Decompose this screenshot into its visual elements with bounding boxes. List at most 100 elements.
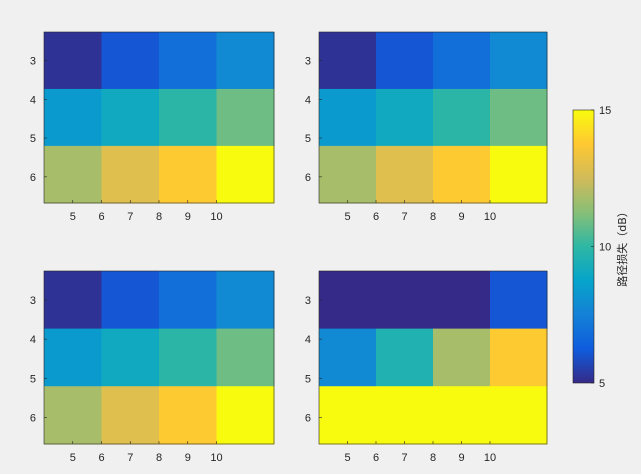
colorbar-gradient bbox=[572, 109, 595, 384]
heatmap-cell bbox=[433, 271, 491, 330]
heatmap-cell bbox=[101, 88, 160, 147]
x-tick-label: 5 bbox=[344, 211, 350, 223]
x-tick-label: 7 bbox=[127, 211, 133, 223]
heatmap-cell bbox=[490, 271, 548, 330]
heatmap-cell bbox=[216, 32, 275, 90]
colorbar: 5 10 15 路径损失（dB） bbox=[572, 105, 629, 390]
heatmap-cell bbox=[433, 328, 491, 387]
heatmap-cell bbox=[101, 386, 160, 445]
x-tick-label: 8 bbox=[430, 452, 436, 464]
heatmap-cell bbox=[44, 32, 102, 90]
heatmap-cell bbox=[376, 386, 434, 445]
x-tick-label: 10 bbox=[210, 211, 222, 223]
heatmap-cell bbox=[433, 32, 491, 90]
heatmap-cell bbox=[319, 88, 377, 147]
heatmap-cell bbox=[490, 145, 548, 204]
heatmap-cell bbox=[44, 328, 102, 387]
heatmap-cell bbox=[101, 32, 160, 90]
heatmap-cell bbox=[319, 32, 377, 90]
y-tick-label: 6 bbox=[305, 172, 311, 184]
heatmap-cell bbox=[376, 328, 434, 387]
heatmap-cell bbox=[216, 386, 275, 445]
y-tick-label: 5 bbox=[305, 373, 311, 385]
x-tick-label: 7 bbox=[401, 452, 407, 464]
x-tick-label: 8 bbox=[156, 211, 162, 223]
heatmap-cell bbox=[319, 271, 377, 330]
y-tick-label: 4 bbox=[305, 334, 311, 346]
heatmap-cell bbox=[101, 271, 160, 330]
heatmap-cell bbox=[433, 88, 491, 147]
x-tick-label: 7 bbox=[127, 452, 133, 464]
y-tick-label: 6 bbox=[30, 172, 36, 184]
x-tick-label: 6 bbox=[373, 452, 379, 464]
y-tick-label: 5 bbox=[305, 133, 311, 145]
y-tick-label: 3 bbox=[305, 295, 311, 307]
heatmap-cell bbox=[101, 145, 160, 204]
heatmap-cell bbox=[159, 328, 217, 387]
x-tick-label: 6 bbox=[98, 211, 104, 223]
x-tick-label: 9 bbox=[185, 211, 191, 223]
y-tick-label: 3 bbox=[305, 56, 311, 68]
heatmap-cell bbox=[376, 32, 434, 90]
x-tick-label: 5 bbox=[70, 452, 76, 464]
y-tick-label: 4 bbox=[305, 94, 311, 106]
heatmap-cell bbox=[376, 271, 434, 330]
x-tick-label: 9 bbox=[458, 211, 464, 223]
x-tick-label: 10 bbox=[484, 211, 496, 223]
x-tick-label: 5 bbox=[70, 211, 76, 223]
heatmap-cell bbox=[44, 88, 102, 147]
x-tick-label: 8 bbox=[430, 211, 436, 223]
heatmap-cell bbox=[376, 88, 434, 147]
x-tick-label: 10 bbox=[210, 452, 222, 464]
colorbar-label: 路径损失（dB） bbox=[615, 206, 629, 287]
heatmap-cell bbox=[159, 271, 217, 330]
y-tick-label: 3 bbox=[30, 295, 36, 307]
heatmap-panels: 3 4 5 6 5 6 7 8 9 10 3 4 5 6 5 6 7 8 9 10 3 4 5 6 5 6 7 8 9 10 3 4 5 6 5 6 7… bbox=[30, 31, 548, 464]
heatmap-bottom-left: 3 4 5 6 5 6 7 8 9 10 bbox=[30, 270, 275, 464]
x-tick-label: 6 bbox=[98, 452, 104, 464]
heatmap-cell bbox=[319, 386, 377, 445]
y-tick-label: 5 bbox=[30, 133, 36, 145]
heatmap-cell bbox=[216, 271, 275, 330]
x-tick-label: 9 bbox=[458, 452, 464, 464]
heatmap-bottom-right: 3 4 5 6 5 6 7 8 9 10 bbox=[305, 270, 548, 464]
heatmap-cell bbox=[159, 386, 217, 445]
heatmap-cell bbox=[216, 88, 275, 147]
x-tick-label: 7 bbox=[401, 211, 407, 223]
colorbar-tick-label: 10 bbox=[599, 242, 611, 254]
heatmap-cell bbox=[319, 328, 377, 387]
heatmap-cell bbox=[376, 145, 434, 204]
heatmap-cell bbox=[490, 386, 548, 445]
heatmap-cell bbox=[433, 386, 491, 445]
heatmap-cell bbox=[101, 328, 160, 387]
heatmap-top-left: 3 4 5 6 5 6 7 8 9 10 bbox=[30, 31, 275, 223]
y-tick-label: 6 bbox=[30, 413, 36, 425]
y-tick-label: 4 bbox=[30, 334, 36, 346]
heatmap-cell bbox=[44, 386, 102, 445]
heatmap-cell bbox=[44, 145, 102, 204]
heatmap-cell bbox=[433, 145, 491, 204]
heatmap-cell bbox=[44, 271, 102, 330]
x-tick-label: 9 bbox=[185, 452, 191, 464]
x-tick-label: 10 bbox=[484, 452, 496, 464]
y-tick-label: 3 bbox=[30, 56, 36, 68]
heatmap-cell bbox=[490, 88, 548, 147]
heatmap-cell bbox=[216, 145, 275, 204]
x-tick-label: 6 bbox=[373, 211, 379, 223]
colorbar-tick-label: 15 bbox=[599, 105, 611, 117]
colorbar-tick-label: 5 bbox=[599, 378, 605, 390]
heatmap-cell bbox=[319, 145, 377, 204]
y-tick-label: 4 bbox=[30, 94, 36, 106]
y-tick-label: 6 bbox=[305, 413, 311, 425]
x-tick-label: 5 bbox=[344, 452, 350, 464]
heatmap-cell bbox=[490, 328, 548, 387]
heatmap-cell bbox=[159, 145, 217, 204]
heatmap-cell bbox=[159, 88, 217, 147]
heatmap-cell bbox=[216, 328, 275, 387]
y-tick-label: 5 bbox=[30, 373, 36, 385]
heatmap-top-right: 3 4 5 6 5 6 7 8 9 10 bbox=[305, 31, 548, 223]
heatmap-cell bbox=[159, 32, 217, 90]
heatmap-cell bbox=[490, 32, 548, 90]
x-tick-label: 8 bbox=[156, 452, 162, 464]
